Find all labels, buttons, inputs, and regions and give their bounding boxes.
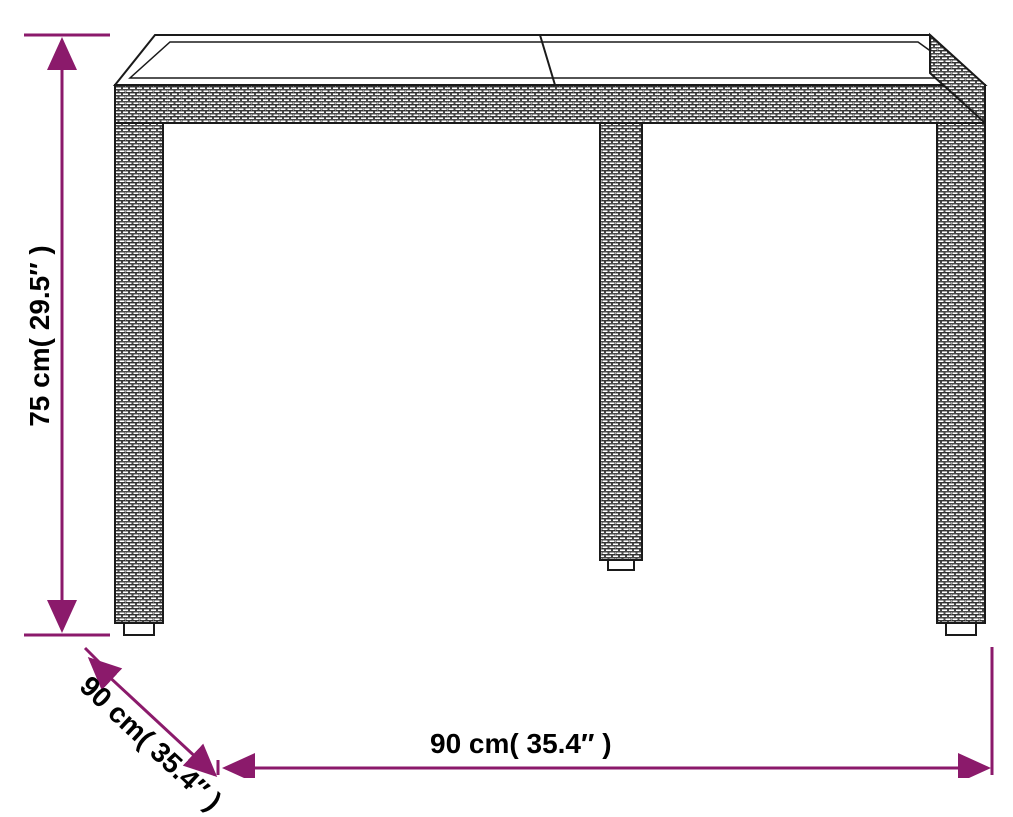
table-product [115, 35, 985, 635]
dim-width-label: 90 cm( 35.4″ ) [430, 728, 612, 760]
diagram-canvas [0, 0, 1013, 778]
dimension-lines [24, 35, 992, 775]
dim-width-in: ( 35.4″ ) [509, 728, 611, 759]
dim-height-cm: 75 cm [24, 347, 55, 426]
dim-height-in: ( 29.5″ ) [24, 245, 55, 347]
dim-height-label: 75 cm( 29.5″ ) [24, 236, 56, 436]
dim-width-cm: 90 cm [430, 728, 509, 759]
table-leg-front-left [115, 123, 163, 635]
table-leg-back-right [600, 90, 642, 570]
table-leg-front-right [937, 123, 985, 635]
table-apron-front [115, 85, 985, 123]
